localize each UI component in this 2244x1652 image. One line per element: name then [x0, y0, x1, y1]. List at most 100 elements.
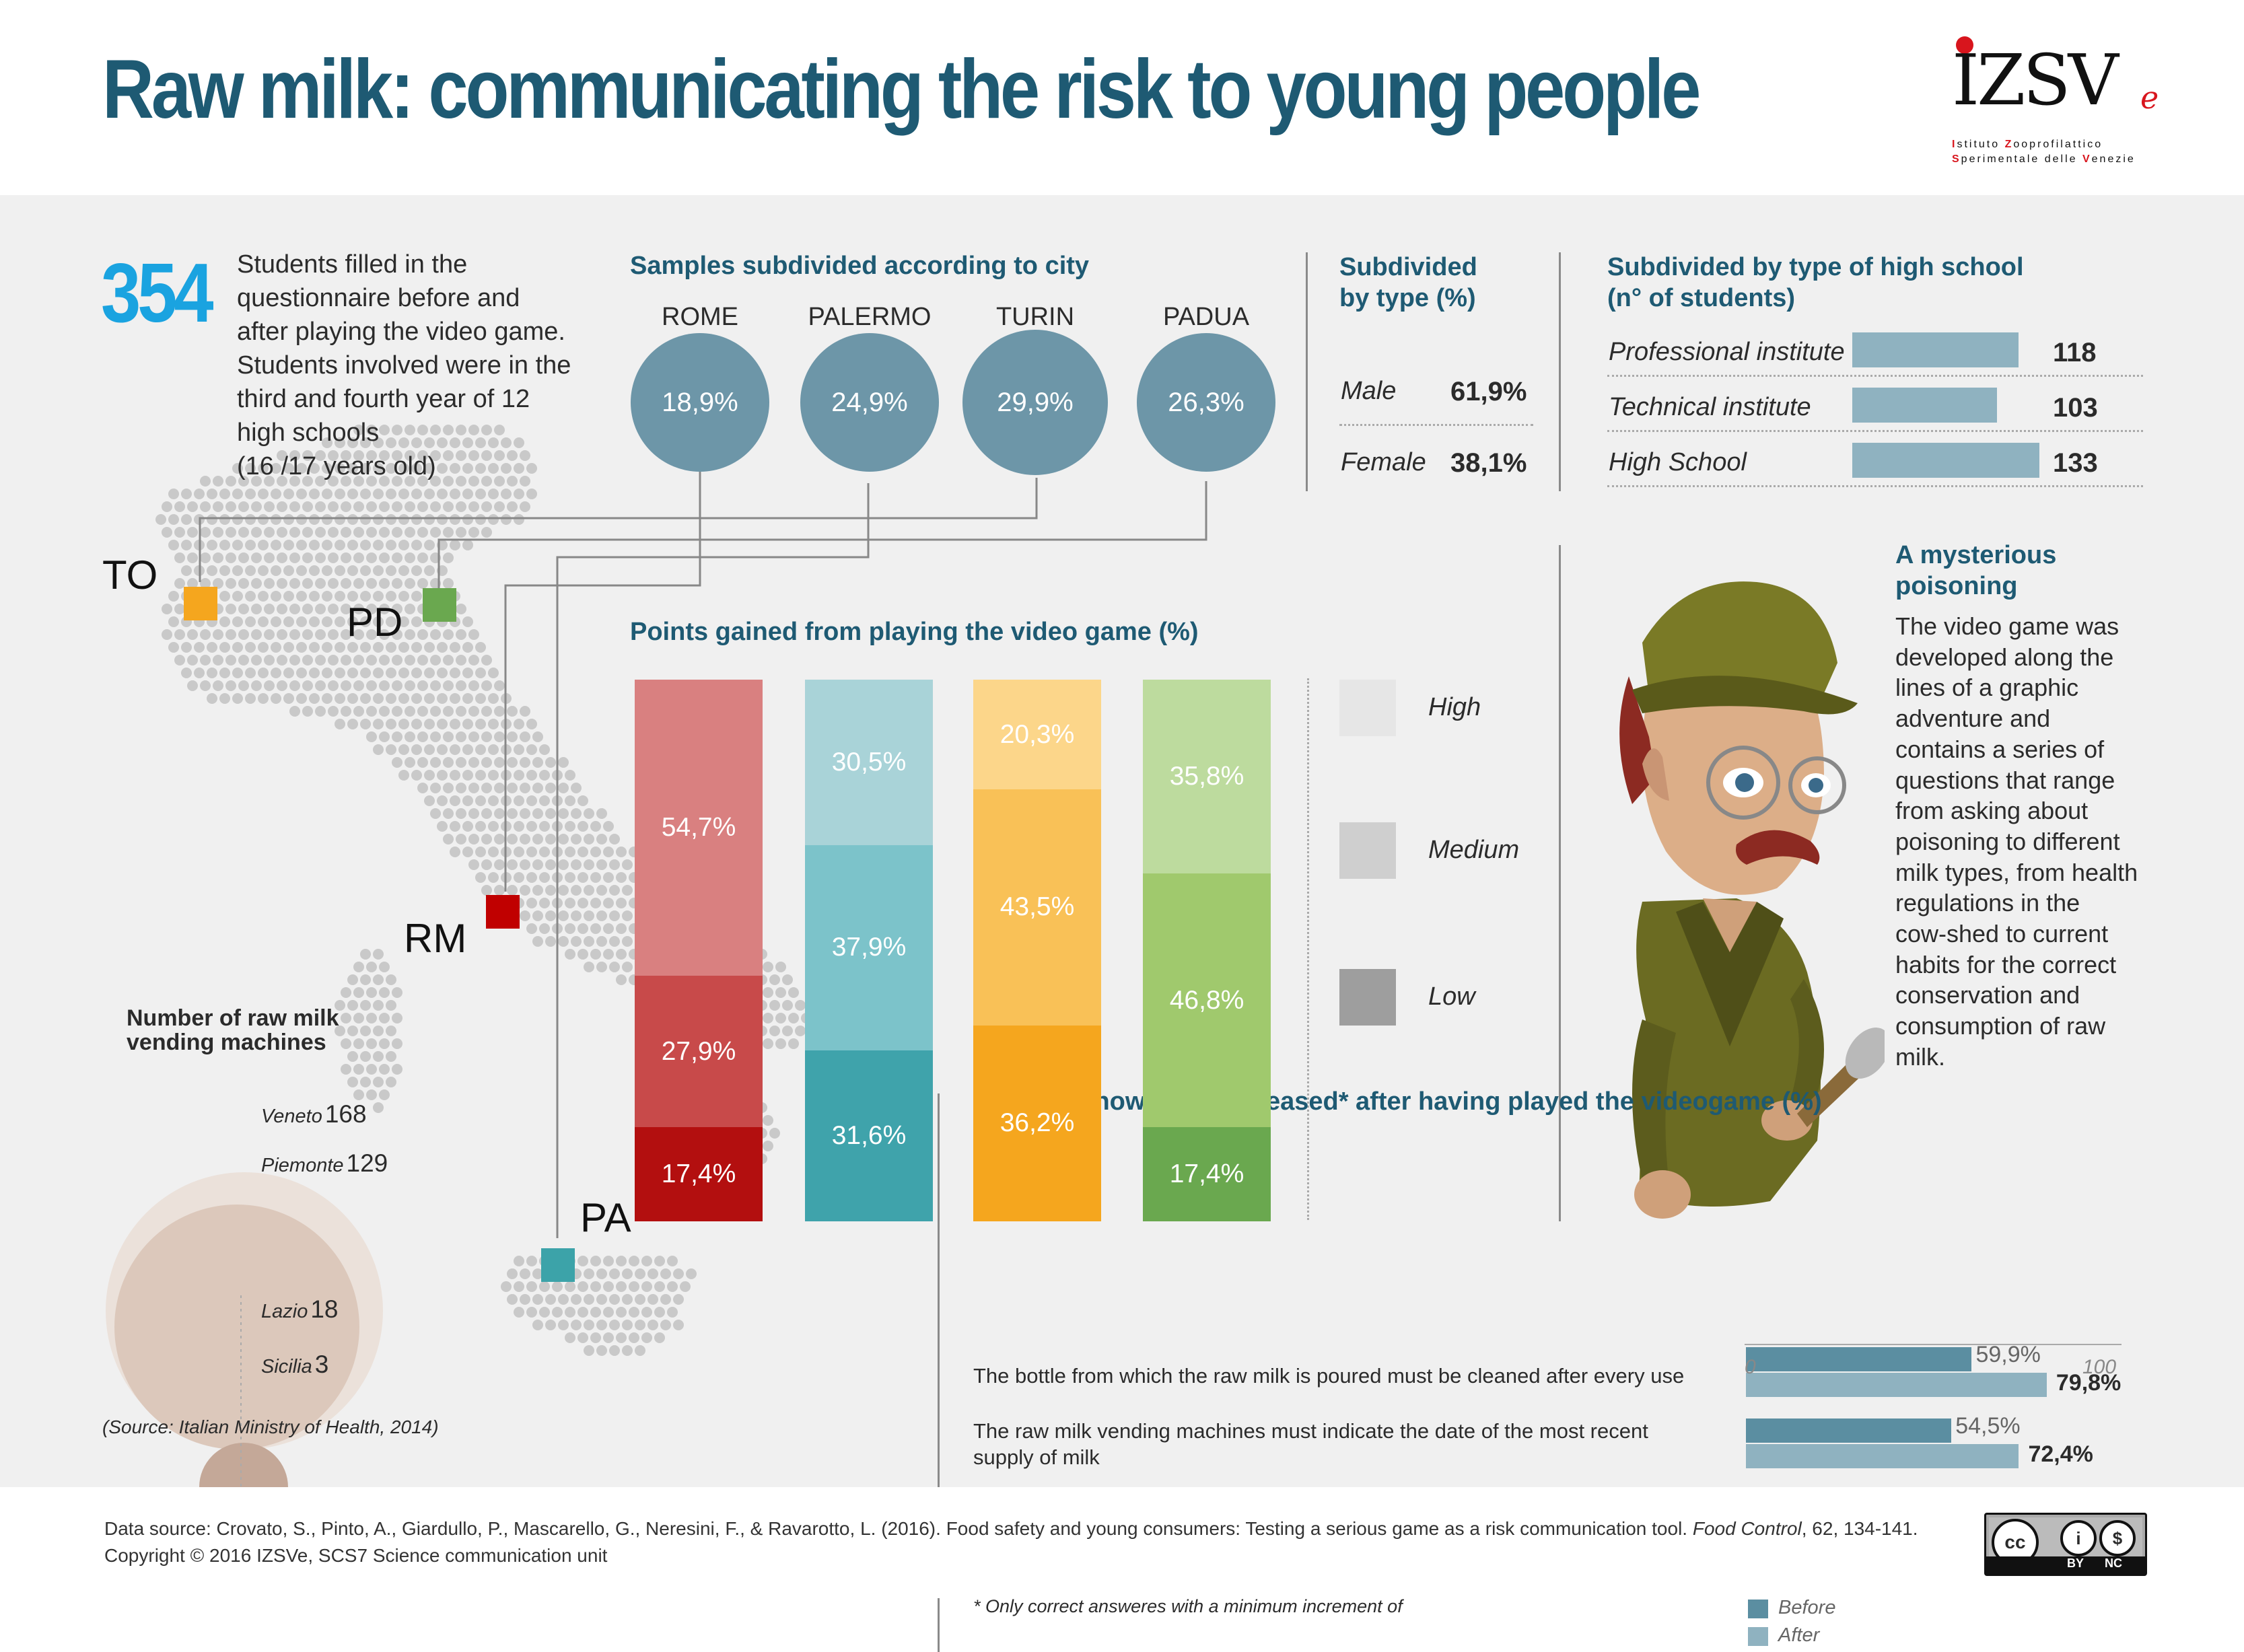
map-dot: [360, 693, 371, 704]
map-dot: [219, 668, 230, 678]
map-dot: [353, 501, 364, 512]
gender-value-female: 38,1%: [1450, 448, 1527, 478]
map-dot: [609, 1320, 620, 1330]
map-dot: [392, 527, 402, 538]
map-dot: [347, 693, 358, 704]
stacked-bar-padua: 35,8% 46,8% 17,4%: [1143, 680, 1271, 1221]
map-dot: [603, 847, 614, 857]
map-dot: [353, 527, 364, 538]
map-dot: [366, 680, 377, 691]
map-dot: [386, 1077, 396, 1087]
map-dot: [424, 668, 435, 678]
map-dot: [795, 1026, 806, 1036]
map-dot: [514, 1307, 524, 1318]
map-dot: [258, 540, 269, 550]
map-dot: [475, 514, 486, 525]
map-dot: [373, 540, 384, 550]
map-dot: [450, 437, 460, 448]
school-value: 133: [2053, 448, 2098, 478]
map-dot: [565, 1332, 575, 1343]
map-dot: [302, 706, 313, 717]
map-dot: [411, 565, 422, 576]
map-dot: [341, 655, 351, 666]
bar-segment-high: 54,7%: [635, 680, 763, 976]
data-source-citation: Data source: Crovato, S., Pinto, A., Gia…: [104, 1518, 1918, 1539]
vending-source: (Source: Italian Ministry of Health, 201…: [102, 1416, 439, 1437]
map-dot: [207, 642, 217, 653]
map-dot: [322, 591, 332, 602]
map-dot: [468, 706, 479, 717]
footer: Data source: Crovato, S., Pinto, A., Gia…: [0, 1487, 2244, 1598]
map-dot: [775, 1038, 786, 1049]
map-dot: [335, 489, 345, 499]
vending-region: Veneto: [261, 1106, 322, 1127]
map-dot: [398, 744, 409, 755]
map-dot: [584, 808, 594, 819]
map-dot: [289, 655, 300, 666]
map-dot: [386, 591, 396, 602]
map-dot: [603, 872, 614, 883]
map-dot: [398, 463, 409, 474]
map-dot: [283, 514, 294, 525]
city-circle-turin: 29,9%: [962, 330, 1108, 475]
map-dot: [481, 859, 492, 870]
map-dot: [289, 527, 300, 538]
map-dot: [174, 552, 185, 563]
map-dot: [609, 962, 620, 972]
map-dot: [366, 629, 377, 640]
map-dot: [532, 731, 543, 742]
map-dot: [456, 501, 466, 512]
map-dot: [232, 540, 243, 550]
map-dot: [411, 719, 422, 729]
logo-line-1: Istituto Zooprofilattico: [1952, 139, 2103, 150]
map-dot: [571, 1320, 582, 1330]
map-dot: [488, 514, 499, 525]
map-dot: [315, 629, 326, 640]
map-dot: [775, 962, 786, 972]
map-dot: [622, 1294, 633, 1305]
map-dot: [629, 1332, 639, 1343]
map-dot: [590, 949, 601, 960]
by-person-icon: i: [2060, 1520, 2097, 1556]
map-dot: [616, 872, 627, 883]
map-dot: [366, 501, 377, 512]
map-dot: [507, 1294, 518, 1305]
map-dot: [622, 910, 633, 921]
map-dot: [532, 783, 543, 793]
map-dot: [386, 1051, 396, 1062]
map-dot: [219, 565, 230, 576]
map-dot: [373, 463, 384, 474]
map-dot: [347, 489, 358, 499]
map-dot: [468, 476, 479, 487]
map-dot: [309, 489, 320, 499]
map-dot: [417, 476, 428, 487]
map-dot: [417, 501, 428, 512]
map-dot: [430, 680, 441, 691]
map-dot: [437, 463, 448, 474]
map-dot: [609, 1294, 620, 1305]
map-dot: [514, 437, 524, 448]
map-dot: [283, 693, 294, 704]
points-title: Points gained from playing the video gam…: [630, 618, 1199, 646]
map-dot: [468, 501, 479, 512]
map-dot: [507, 834, 518, 845]
map-dot: [450, 489, 460, 499]
map-dot: [289, 552, 300, 563]
map-dot: [424, 642, 435, 653]
map-dot: [379, 629, 390, 640]
map-dot: [328, 706, 339, 717]
map-dot: [373, 974, 384, 985]
map-dot: [207, 540, 217, 550]
map-dot: [232, 591, 243, 602]
map-dot: [225, 655, 236, 666]
game-line: The video game was: [1895, 612, 2119, 640]
map-dot: [417, 783, 428, 793]
map-dot: [526, 898, 537, 908]
legend-low-swatch: [1339, 969, 1396, 1026]
map-dot: [507, 885, 518, 896]
map-dot: [520, 1294, 530, 1305]
map-dot: [258, 668, 269, 678]
map-dot: [545, 808, 556, 819]
map-dot: [443, 476, 454, 487]
map-dot: [616, 847, 627, 857]
